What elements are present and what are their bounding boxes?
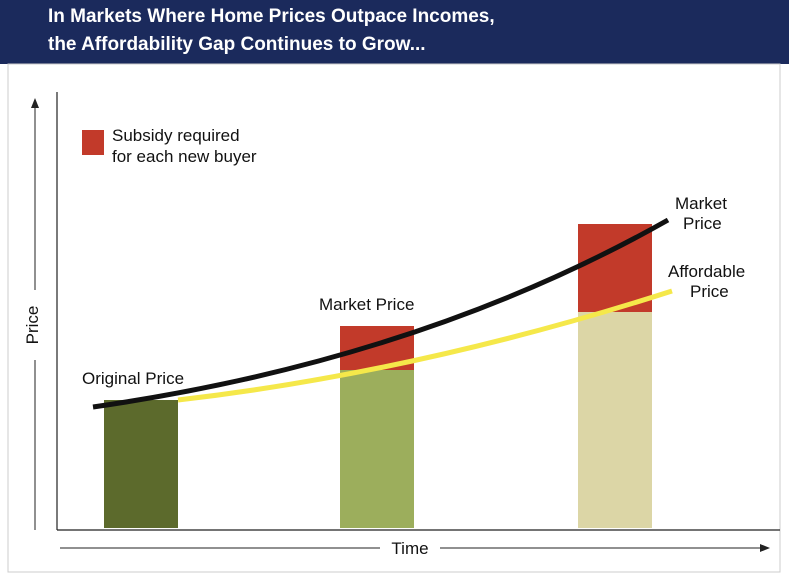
y-axis-label: Price <box>23 306 42 345</box>
legend-text: for each new buyer <box>112 147 257 166</box>
arrow-head <box>760 544 770 552</box>
header-title: the Affordability Gap Continues to Grow.… <box>48 34 426 55</box>
frame <box>7 63 781 573</box>
label: Market Price <box>319 295 414 314</box>
legend-text: Subsidy required <box>112 126 240 145</box>
legend-swatch <box>82 130 104 155</box>
label: Price <box>683 214 722 233</box>
market-curve <box>92 217 670 410</box>
bar-subsidy <box>578 224 652 312</box>
arrow-head <box>31 98 39 108</box>
label: Price <box>690 282 729 301</box>
label: Market <box>675 194 727 213</box>
label-bg <box>380 538 440 558</box>
header-band <box>0 0 789 64</box>
affordable-curve <box>177 288 673 403</box>
bar-affordable <box>578 312 652 528</box>
bar-affordable <box>340 370 414 528</box>
x-axis-label: Time <box>391 539 428 558</box>
label: Affordable <box>668 262 745 281</box>
bar-original <box>104 400 178 528</box>
label-bg <box>22 290 48 360</box>
label: Original Price <box>82 369 184 388</box>
header-title: In Markets Where Home Prices Outpace Inc… <box>48 6 495 27</box>
